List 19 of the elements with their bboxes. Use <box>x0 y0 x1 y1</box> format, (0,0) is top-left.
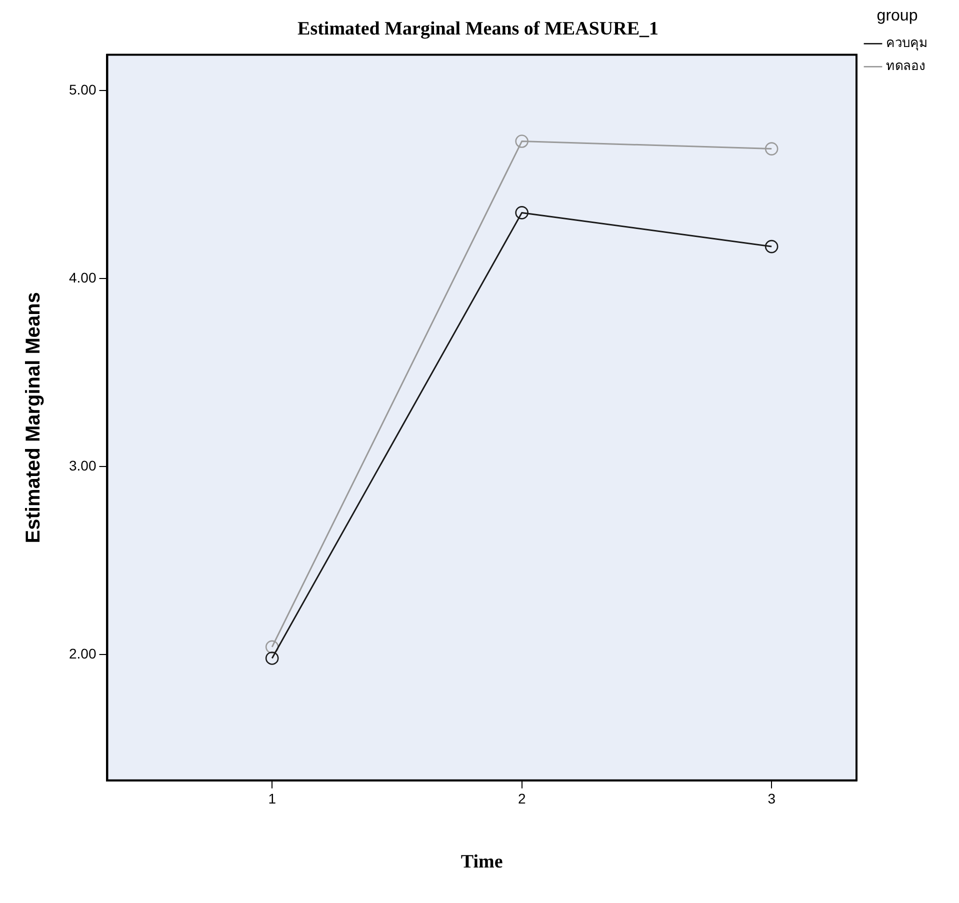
y-tick-label: 3.00 <box>69 457 96 474</box>
chart-title: Estimated Marginal Means of MEASURE_1 <box>298 18 658 40</box>
legend-label: ควบคุม <box>886 36 928 52</box>
y-axis-title: Estimated Marginal Means <box>22 292 45 544</box>
point <box>515 206 528 220</box>
y-tick-label: 4.00 <box>69 269 96 286</box>
legend-title: group <box>876 7 918 24</box>
y-tick-label: 2.00 <box>69 645 96 662</box>
x-tick-label: 2 <box>518 790 526 807</box>
point <box>764 240 778 254</box>
x-tick-label: 3 <box>768 790 776 807</box>
y-tick-label: 5.00 <box>69 81 96 98</box>
point <box>515 134 528 148</box>
point <box>265 640 279 654</box>
x-axis-title: Time <box>460 852 503 873</box>
legend-label: ทดลอง <box>886 59 925 74</box>
point <box>265 652 279 665</box>
point <box>764 142 778 156</box>
x-tick-label: 1 <box>268 790 276 807</box>
